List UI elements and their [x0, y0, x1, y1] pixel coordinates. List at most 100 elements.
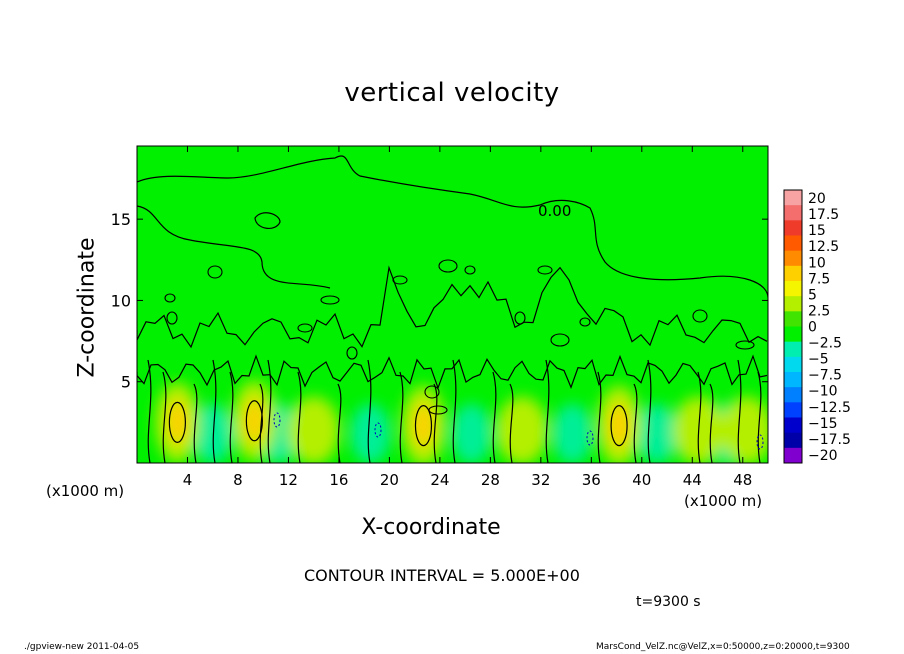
colorbar-label-11: −7.5 — [808, 368, 842, 384]
plume-contour-16 — [597, 371, 602, 463]
colorbar-swatch-2 — [784, 220, 802, 236]
colorbar-swatch-14 — [784, 402, 802, 418]
colorbar-swatch-10 — [784, 341, 802, 358]
negative-contour-3 — [756, 434, 764, 450]
contour-island-2 — [320, 295, 340, 305]
colorbar-label-0: 20 — [808, 191, 826, 207]
plume-contour-2 — [193, 383, 198, 463]
updraft-contour-2 — [414, 405, 433, 447]
plume-contour-1 — [162, 371, 167, 463]
plume-contour-11 — [433, 383, 438, 463]
colorbar: 2017.51512.5107.552.50−2.5−5−7.5−10−12.5… — [783, 189, 851, 464]
updraft-contour-0 — [168, 401, 186, 443]
colorbar-label-8: 0 — [808, 320, 817, 336]
plume-contour-19 — [697, 371, 702, 463]
downdraft-zone-5 — [636, 403, 677, 463]
contour-island-13 — [692, 309, 708, 323]
plume-contour-10 — [399, 371, 404, 463]
contour-island-12 — [579, 317, 591, 327]
colorbar-swatch-0 — [784, 190, 802, 206]
colorbar-swatch-7 — [784, 296, 802, 312]
plume-contour-13 — [492, 371, 497, 463]
plume-contour-18 — [647, 359, 652, 463]
y-tick-label-2: 15 — [111, 210, 131, 229]
colorbar-label-10: −5 — [808, 352, 829, 368]
colorbar-label-1: 17.5 — [808, 207, 839, 223]
x-tick-label-6: 28 — [481, 471, 500, 489]
updraft-halo-4 — [287, 396, 340, 463]
x-tick-label-3: 16 — [329, 471, 348, 489]
contour-value-label: 0.00 — [538, 202, 571, 220]
contour-island-11 — [550, 333, 570, 347]
colorbar-swatch-16 — [784, 432, 802, 449]
contour-island-3 — [346, 346, 358, 360]
colorbar-label-4: 10 — [808, 255, 826, 271]
plume-contour-7 — [297, 371, 302, 463]
updraft-contour-3 — [610, 405, 628, 447]
colorbar-label-14: −15 — [808, 416, 838, 432]
plume-contour-4 — [229, 371, 234, 463]
colorbar-swatch-17 — [784, 447, 802, 464]
y-tick-label-1: 10 — [111, 291, 131, 310]
plume-contour-0 — [147, 359, 152, 463]
plume-contour-8 — [337, 383, 342, 463]
zero-contour-upper — [137, 155, 768, 300]
updraft-core-3 — [609, 403, 630, 448]
x-tick-label-8: 36 — [582, 471, 601, 489]
updraft-contour-1 — [245, 400, 263, 442]
field-blobs — [155, 380, 768, 463]
x-unit-label-left: (x1000 m) — [46, 482, 125, 500]
colorbar-label-3: 12.5 — [808, 239, 839, 255]
contour-island-7 — [424, 385, 440, 399]
downdraft-zone-4 — [552, 403, 593, 463]
y-axis-label: Z-coordinate — [74, 237, 100, 378]
footer-left: ./gpview-new 2011-04-05 — [24, 642, 140, 652]
x-tick-label-10: 44 — [683, 471, 702, 489]
zero-contour-left — [137, 205, 331, 289]
colorbar-label-5: 7.5 — [808, 271, 830, 287]
colorbar-frame — [783, 189, 803, 464]
y-axis: 5 10 15 — [111, 210, 768, 392]
contour-island-14 — [735, 340, 755, 350]
plume-contour-12 — [452, 359, 457, 463]
colorbar-label-2: 15 — [808, 223, 826, 239]
contour-interval-text: CONTOUR INTERVAL = 5.000E+00 — [304, 566, 580, 585]
colorbar-swatch-9 — [784, 326, 802, 343]
downdraft-zone-2 — [350, 403, 391, 463]
plume-contour-3 — [212, 359, 217, 463]
x-tick-label-0: 4 — [183, 471, 193, 489]
x-tick-label-9: 40 — [632, 471, 651, 489]
colorbar-label-13: −12.5 — [808, 400, 851, 416]
plot-area — [137, 146, 768, 463]
time-label: t=9300 s — [636, 594, 701, 610]
negative-contour-0 — [273, 412, 281, 428]
contour-island-10 — [537, 265, 553, 275]
x-tick-label-1: 8 — [233, 471, 243, 489]
updraft-halo-5 — [495, 396, 548, 463]
colorbar-swatch-1 — [784, 205, 802, 221]
y-tick-label-0: 5 — [121, 373, 131, 392]
colorbar-swatch-5 — [784, 265, 802, 282]
negative-contour-2 — [586, 430, 594, 446]
contour-island-1 — [207, 265, 223, 279]
colorbar-swatch-12 — [784, 372, 802, 388]
contour-island-15 — [166, 311, 178, 325]
footer-right: MarsCond_VelZ.nc@VelZ,x=0:50000,z=0:2000… — [596, 642, 850, 652]
x-tick-label-7: 32 — [531, 471, 550, 489]
updraft-halo-7 — [720, 396, 768, 463]
contour-island-16 — [297, 323, 313, 333]
plume-contour-9 — [367, 359, 372, 463]
x-tick-label-4: 20 — [380, 471, 399, 489]
colorbar-swatch-13 — [784, 387, 802, 403]
contour-island-9 — [514, 311, 526, 325]
colorbar-label-15: −17.5 — [808, 432, 851, 448]
zero-contour-island — [254, 212, 281, 229]
contour-band-low — [137, 354, 768, 390]
updraft-core-2 — [413, 403, 434, 448]
x-tick-label-11: 48 — [733, 471, 752, 489]
plume-contour-17 — [633, 383, 638, 463]
colorbar-swatch-4 — [784, 250, 802, 267]
plume-contour-6 — [267, 359, 272, 463]
plume-contour-14 — [509, 383, 514, 463]
